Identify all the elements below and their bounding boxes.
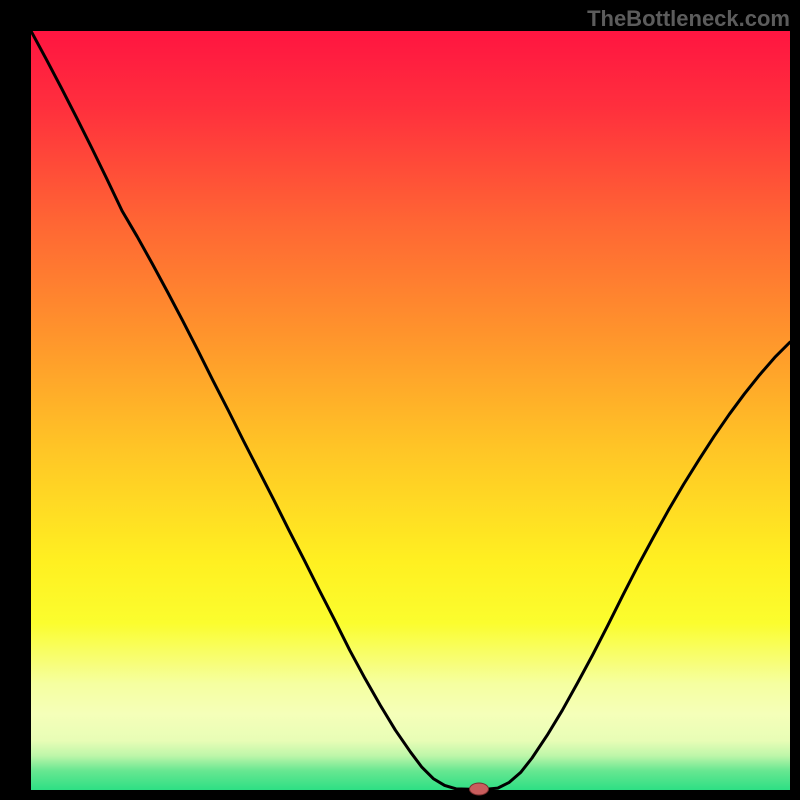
watermark-text: TheBottleneck.com (587, 6, 790, 32)
plot-area (31, 31, 790, 790)
bottleneck-curve (31, 31, 790, 790)
optimal-point-marker (469, 783, 489, 796)
